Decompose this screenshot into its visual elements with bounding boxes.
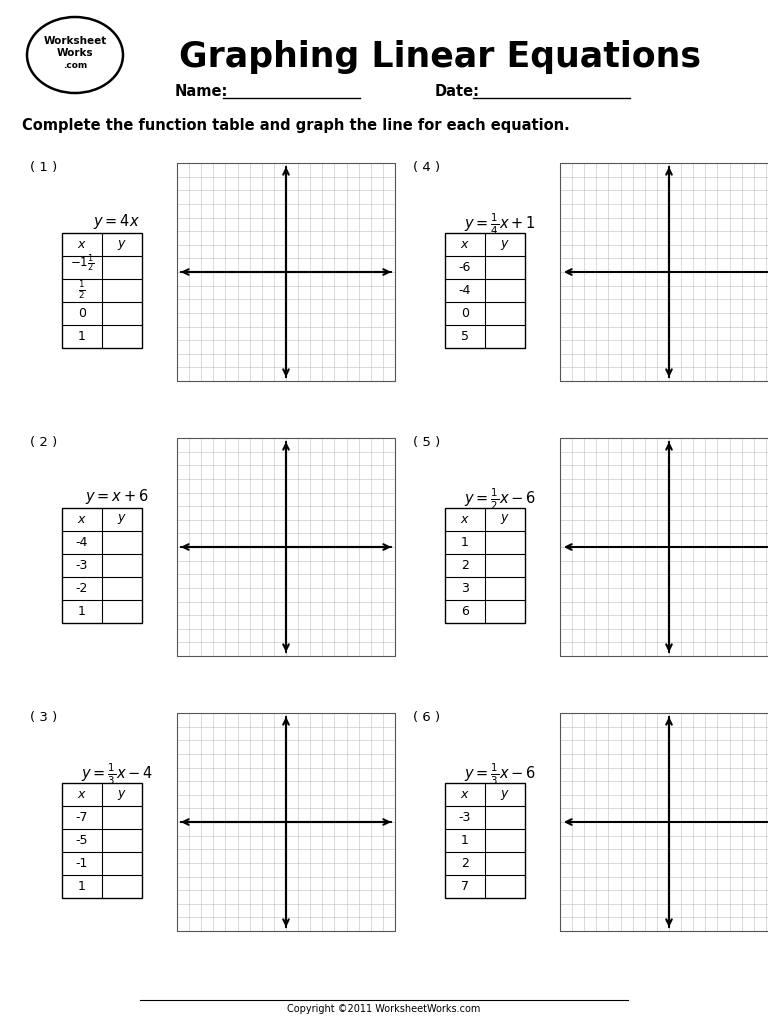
Text: Worksheet: Worksheet <box>43 36 107 46</box>
Text: ( 5 ): ( 5 ) <box>413 436 440 449</box>
Text: 0: 0 <box>461 307 469 319</box>
Text: -5: -5 <box>76 834 88 847</box>
Text: ( 1 ): ( 1 ) <box>30 161 58 174</box>
Text: Complete the function table and graph the line for each equation.: Complete the function table and graph th… <box>22 118 570 133</box>
Text: $y$: $y$ <box>500 238 510 252</box>
Text: Name:: Name: <box>175 85 228 99</box>
Text: 1: 1 <box>78 605 86 618</box>
Text: ( 6 ): ( 6 ) <box>413 711 440 724</box>
Text: Graphing Linear Equations: Graphing Linear Equations <box>179 40 701 74</box>
Text: $-1\frac{1}{2}$: $-1\frac{1}{2}$ <box>70 253 94 274</box>
Text: $y$: $y$ <box>500 512 510 526</box>
Text: 2: 2 <box>461 857 469 870</box>
Text: $x$: $x$ <box>77 238 87 251</box>
Bar <box>445 783 525 898</box>
Bar <box>62 233 142 348</box>
Text: 2: 2 <box>461 559 469 572</box>
Text: -3: -3 <box>458 811 472 824</box>
Bar <box>445 233 525 348</box>
Text: 1: 1 <box>78 880 86 893</box>
Text: -7: -7 <box>76 811 88 824</box>
Text: -3: -3 <box>76 559 88 572</box>
Text: Date:: Date: <box>435 85 480 99</box>
Bar <box>62 508 142 623</box>
Text: $x$: $x$ <box>77 513 87 526</box>
Text: $y$: $y$ <box>500 787 510 802</box>
Text: -4: -4 <box>76 536 88 549</box>
Text: $y$: $y$ <box>117 512 127 526</box>
Text: 7: 7 <box>461 880 469 893</box>
Text: -6: -6 <box>458 261 472 274</box>
Text: $x$: $x$ <box>460 513 470 526</box>
Text: -1: -1 <box>76 857 88 870</box>
Text: -4: -4 <box>458 284 472 297</box>
Text: ( 3 ): ( 3 ) <box>30 711 58 724</box>
Text: 1: 1 <box>461 536 469 549</box>
Text: $y = 4x$: $y = 4x$ <box>94 212 141 231</box>
Text: 5: 5 <box>461 330 469 343</box>
Ellipse shape <box>27 17 123 93</box>
Bar <box>560 438 768 656</box>
Text: $y = \frac{1}{2}x - 6$: $y = \frac{1}{2}x - 6$ <box>464 487 536 512</box>
Text: ( 4 ): ( 4 ) <box>413 161 440 174</box>
Bar <box>62 783 142 898</box>
Bar <box>445 508 525 623</box>
Text: $x$: $x$ <box>77 788 87 801</box>
Text: ( 2 ): ( 2 ) <box>30 436 58 449</box>
Text: $y$: $y$ <box>117 238 127 252</box>
Bar <box>560 713 768 931</box>
Bar <box>177 713 395 931</box>
Text: 1: 1 <box>461 834 469 847</box>
Text: $y$: $y$ <box>117 787 127 802</box>
Text: Works: Works <box>57 48 94 58</box>
Text: Copyright ©2011 WorksheetWorks.com: Copyright ©2011 WorksheetWorks.com <box>287 1004 481 1014</box>
Text: $y = \frac{1}{3}x - 6$: $y = \frac{1}{3}x - 6$ <box>464 762 536 787</box>
Bar <box>560 163 768 381</box>
Text: $y = \frac{1}{3}x - 4$: $y = \frac{1}{3}x - 4$ <box>81 762 153 787</box>
Text: $x$: $x$ <box>460 238 470 251</box>
Bar <box>177 163 395 381</box>
Text: 6: 6 <box>461 605 469 618</box>
Text: -2: -2 <box>76 582 88 595</box>
Text: $y = \frac{1}{4}x + 1$: $y = \frac{1}{4}x + 1$ <box>464 212 536 238</box>
Text: 1: 1 <box>78 330 86 343</box>
Bar <box>177 438 395 656</box>
Text: $\frac{1}{2}$: $\frac{1}{2}$ <box>78 280 86 301</box>
Text: $y = x  + 6$: $y = x + 6$ <box>85 487 149 506</box>
Text: .com: .com <box>63 60 87 70</box>
Text: 3: 3 <box>461 582 469 595</box>
Text: 0: 0 <box>78 307 86 319</box>
Text: $x$: $x$ <box>460 788 470 801</box>
